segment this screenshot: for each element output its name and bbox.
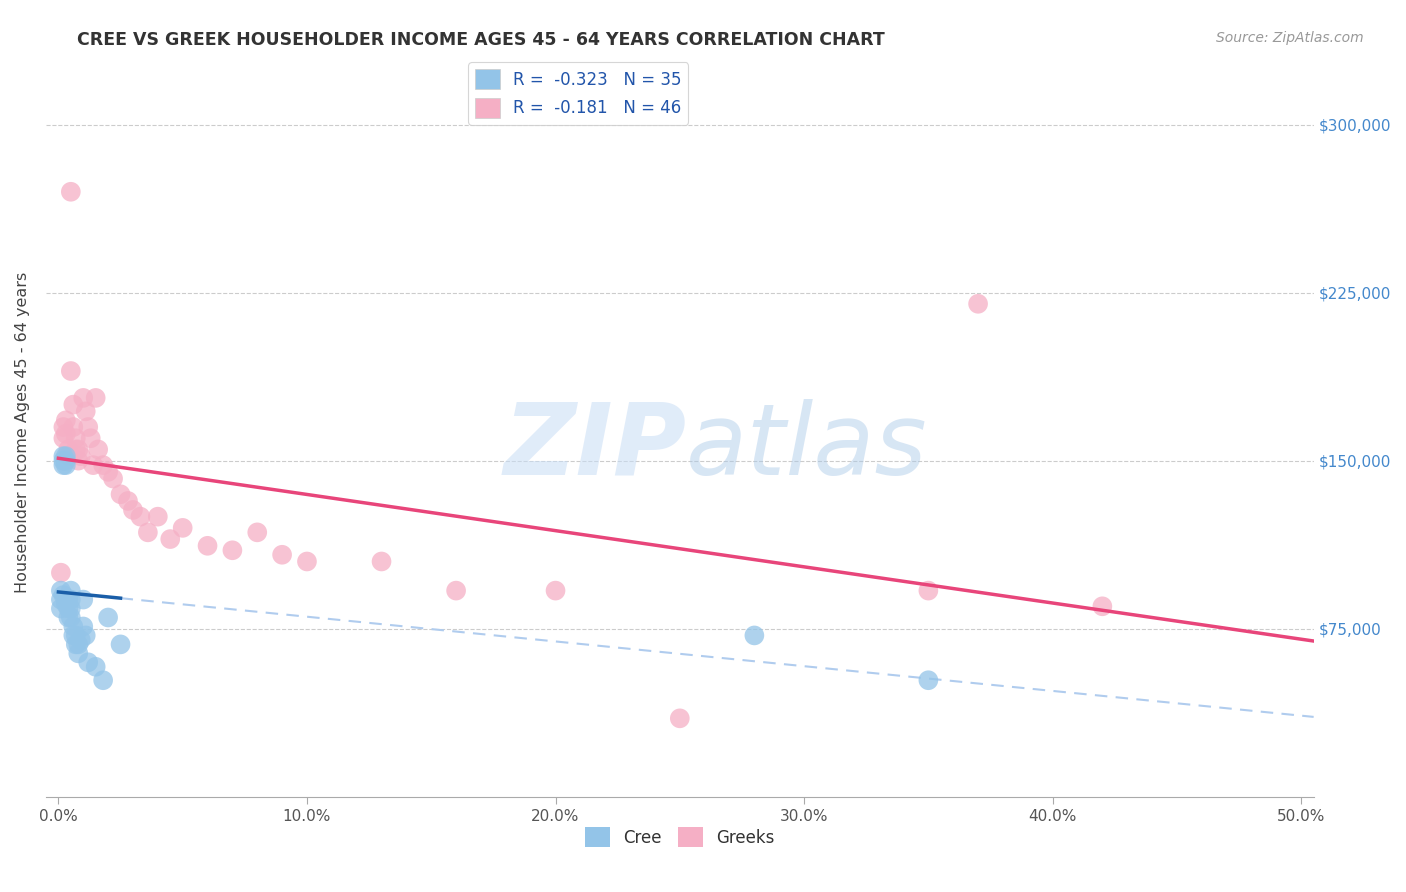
Point xyxy=(52,588,75,602)
Text: atlas: atlas xyxy=(686,399,928,496)
Point xyxy=(49,583,72,598)
Point xyxy=(110,637,132,651)
Point xyxy=(69,449,91,463)
Point xyxy=(101,472,124,486)
Point xyxy=(67,646,90,660)
Point xyxy=(1091,599,1114,614)
Point xyxy=(59,185,82,199)
Text: Source: ZipAtlas.com: Source: ZipAtlas.com xyxy=(1216,31,1364,45)
Y-axis label: Householder Income Ages 45 - 64 years: Householder Income Ages 45 - 64 years xyxy=(15,272,30,593)
Point xyxy=(172,521,194,535)
Point xyxy=(84,660,107,674)
Point xyxy=(55,597,77,611)
Point xyxy=(669,711,692,725)
Point xyxy=(49,592,72,607)
Point xyxy=(967,297,990,311)
Text: ZIP: ZIP xyxy=(503,399,686,496)
Point xyxy=(917,673,939,688)
Point xyxy=(221,543,243,558)
Point xyxy=(49,566,72,580)
Point xyxy=(146,509,169,524)
Point xyxy=(65,431,87,445)
Point xyxy=(91,673,114,688)
Legend: Cree, Greeks: Cree, Greeks xyxy=(578,821,782,854)
Point xyxy=(55,413,77,427)
Point xyxy=(197,539,219,553)
Point xyxy=(82,458,104,472)
Point xyxy=(58,592,80,607)
Point xyxy=(62,420,84,434)
Point xyxy=(72,592,94,607)
Point xyxy=(75,628,97,642)
Point xyxy=(58,449,80,463)
Point xyxy=(59,610,82,624)
Point xyxy=(52,458,75,472)
Point xyxy=(59,364,82,378)
Point xyxy=(55,426,77,441)
Point xyxy=(59,592,82,607)
Point xyxy=(55,458,77,472)
Point xyxy=(65,628,87,642)
Point xyxy=(136,525,159,540)
Point xyxy=(62,628,84,642)
Point xyxy=(55,453,77,467)
Point xyxy=(72,391,94,405)
Point xyxy=(77,420,100,434)
Point xyxy=(544,583,567,598)
Point xyxy=(69,632,91,647)
Point xyxy=(87,442,110,457)
Point xyxy=(271,548,294,562)
Text: CREE VS GREEK HOUSEHOLDER INCOME AGES 45 - 64 YEARS CORRELATION CHART: CREE VS GREEK HOUSEHOLDER INCOME AGES 45… xyxy=(77,31,886,49)
Point xyxy=(84,391,107,405)
Point xyxy=(97,465,120,479)
Point xyxy=(295,554,318,568)
Point xyxy=(65,442,87,457)
Point xyxy=(744,628,766,642)
Point xyxy=(110,487,132,501)
Point xyxy=(129,509,152,524)
Point xyxy=(62,398,84,412)
Point xyxy=(91,458,114,472)
Point xyxy=(917,583,939,598)
Point xyxy=(65,637,87,651)
Point xyxy=(62,619,84,633)
Point xyxy=(58,601,80,615)
Point xyxy=(52,420,75,434)
Point xyxy=(67,637,90,651)
Point xyxy=(246,525,269,540)
Point xyxy=(59,601,82,615)
Point xyxy=(117,494,139,508)
Point xyxy=(72,619,94,633)
Point xyxy=(58,442,80,457)
Point xyxy=(55,449,77,463)
Point xyxy=(59,583,82,598)
Point xyxy=(52,449,75,463)
Point xyxy=(122,503,145,517)
Point xyxy=(370,554,392,568)
Point xyxy=(52,453,75,467)
Point xyxy=(77,656,100,670)
Point xyxy=(97,610,120,624)
Point xyxy=(75,404,97,418)
Point xyxy=(52,431,75,445)
Point xyxy=(80,431,103,445)
Point xyxy=(67,442,90,457)
Point xyxy=(67,453,90,467)
Point xyxy=(58,610,80,624)
Point xyxy=(444,583,467,598)
Point xyxy=(159,532,181,546)
Point xyxy=(49,601,72,615)
